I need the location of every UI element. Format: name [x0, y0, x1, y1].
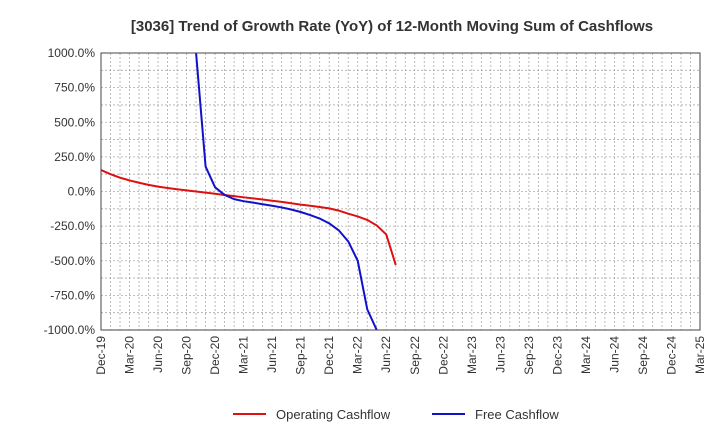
- plot-series: [101, 53, 397, 330]
- x-tick-label: Dec-23: [550, 336, 564, 375]
- y-tick-label: 750.0%: [54, 81, 95, 95]
- chart-title: [3036] Trend of Growth Rate (YoY) of 12-…: [131, 18, 653, 35]
- series-line-operating-cashflow: [101, 169, 397, 266]
- x-tick-label: Mar-24: [579, 336, 593, 374]
- x-tick-label: Jun-20: [151, 336, 165, 373]
- legend-label-operating-cashflow: Operating Cashflow: [276, 407, 391, 422]
- x-tick-label: Sep-22: [408, 336, 422, 375]
- x-tick-label: Jun-24: [607, 336, 621, 373]
- y-tick-label: 0.0%: [68, 185, 96, 199]
- x-tick-label: Mar-21: [237, 336, 251, 374]
- y-tick-label: -250.0%: [50, 219, 95, 233]
- x-tick-label: Dec-22: [436, 336, 450, 375]
- x-tick-label: Dec-20: [208, 336, 222, 375]
- x-tick-label: Dec-24: [664, 336, 678, 375]
- x-axis: Dec-19 Mar-20 Jun-20 Sep-20 Dec-20 Mar-21 Jun-…: [94, 336, 707, 375]
- x-tick-label: Dec-21: [322, 336, 336, 375]
- x-tick-label: Mar-22: [351, 336, 365, 374]
- y-tick-label: -750.0%: [50, 288, 95, 302]
- y-axis: 1000.0% 750.0% 500.0% 250.0% 0.0% -250.0% -500…: [44, 46, 96, 337]
- series-line-free-cashflow: [195, 53, 378, 330]
- legend-label-free-cashflow: Free Cashflow: [475, 407, 559, 422]
- x-tick-label: Jun-21: [265, 336, 279, 373]
- x-tick-label: Jun-23: [493, 336, 507, 373]
- y-tick-label: -1000.0%: [44, 323, 96, 337]
- x-tick-label: Mar-25: [693, 336, 707, 374]
- y-tick-label: -500.0%: [50, 254, 95, 268]
- x-tick-label: Dec-19: [94, 336, 108, 375]
- y-tick-label: 1000.0%: [48, 46, 96, 60]
- x-tick-label: Mar-23: [465, 336, 479, 374]
- x-tick-label: Jun-22: [379, 336, 393, 373]
- x-tick-label: Sep-20: [180, 336, 194, 375]
- x-tick-label: Mar-20: [123, 336, 137, 374]
- x-tick-label: Sep-23: [522, 336, 536, 375]
- plot-frame: [100, 52, 701, 331]
- x-tick-label: Sep-21: [294, 336, 308, 375]
- legend: Operating Cashflow Free Cashflow: [233, 407, 559, 422]
- x-tick-label: Sep-24: [636, 336, 650, 375]
- y-tick-label: 500.0%: [54, 115, 95, 129]
- y-tick-label: 250.0%: [54, 150, 95, 164]
